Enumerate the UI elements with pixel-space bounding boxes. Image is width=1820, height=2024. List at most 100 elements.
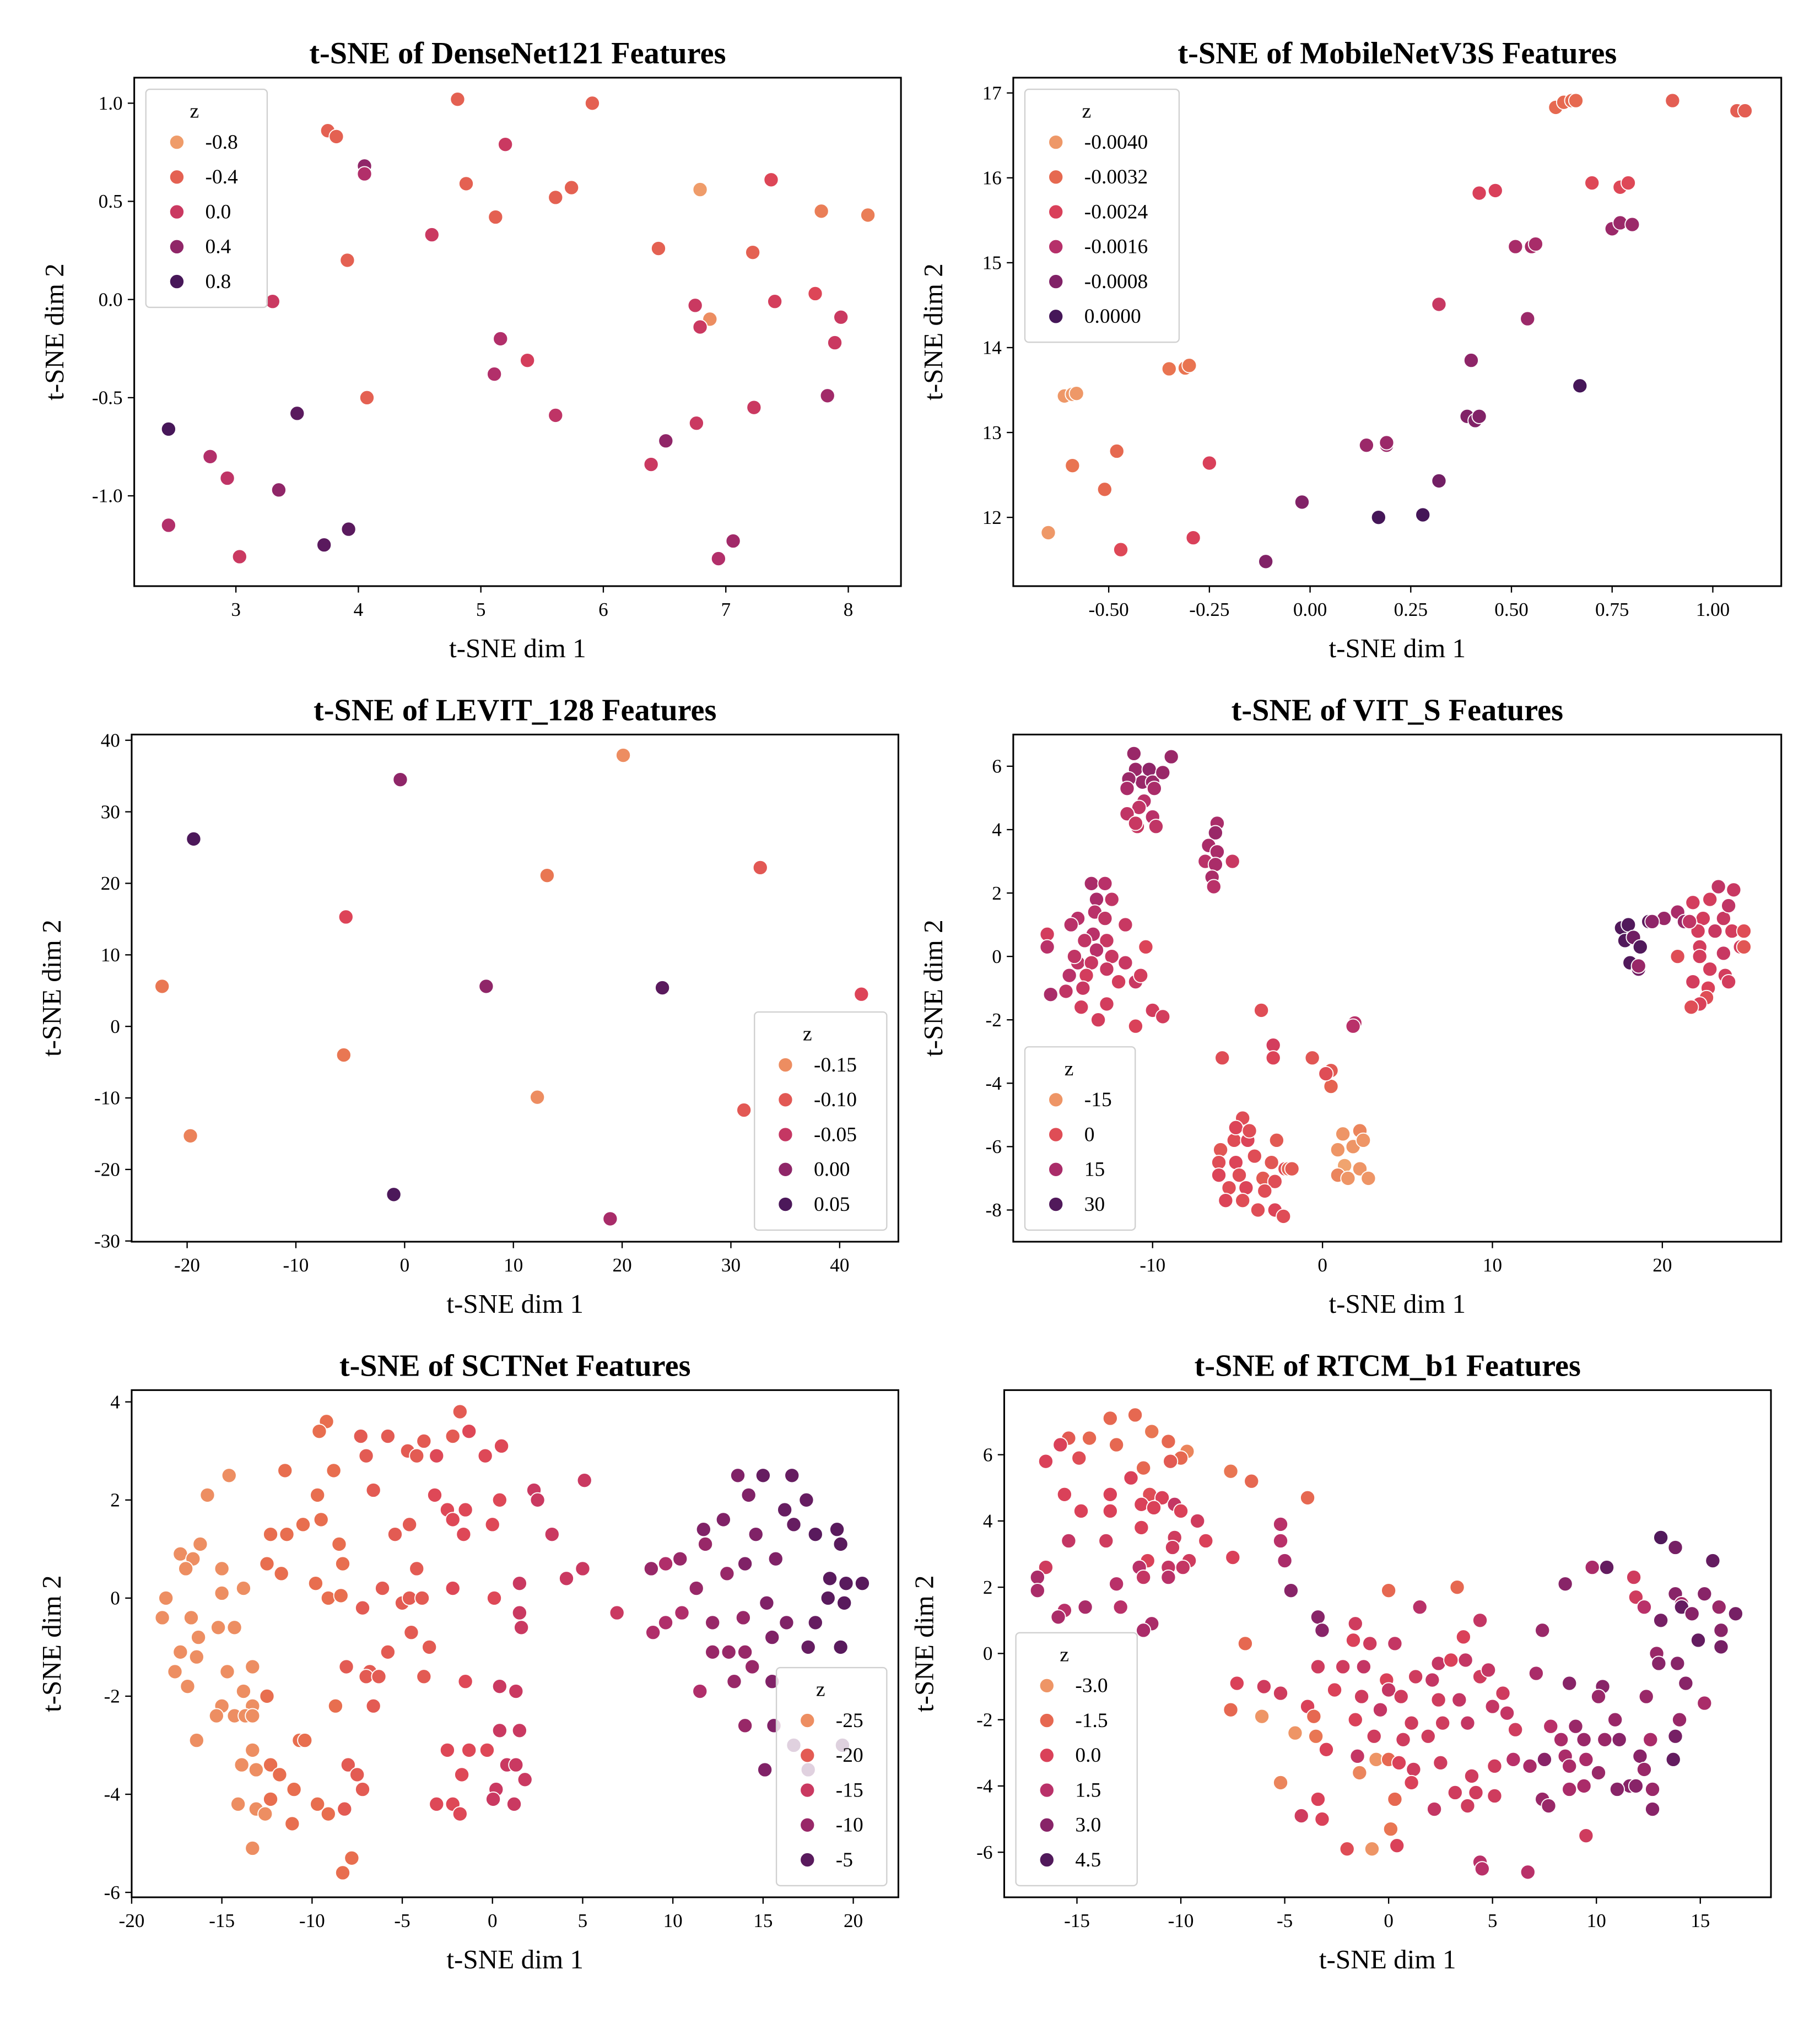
data-point bbox=[485, 1791, 501, 1807]
data-point bbox=[245, 1659, 261, 1675]
data-point bbox=[822, 1571, 838, 1587]
data-point bbox=[1131, 799, 1147, 815]
x-tick-label: 10 bbox=[504, 1254, 523, 1276]
scatter-points bbox=[154, 747, 870, 1227]
data-point bbox=[650, 240, 667, 257]
data-point bbox=[338, 909, 354, 925]
x-tick-label: 15 bbox=[1691, 1910, 1710, 1931]
legend: z -25 -20 -15 -10 -5 bbox=[775, 1666, 888, 1887]
scatter-points bbox=[1039, 745, 1752, 1224]
y-tick-label: -0.5 bbox=[92, 387, 123, 409]
legend-marker bbox=[800, 1747, 816, 1763]
data-point bbox=[1590, 1765, 1607, 1781]
data-point bbox=[1077, 1599, 1093, 1615]
scatter-points bbox=[160, 91, 876, 567]
data-point bbox=[445, 1428, 461, 1444]
x-tick-label: 3 bbox=[231, 599, 241, 620]
data-point bbox=[180, 1679, 196, 1695]
data-point bbox=[655, 979, 671, 996]
data-point bbox=[374, 1581, 391, 1597]
scatter-points bbox=[1040, 93, 1753, 570]
x-tick-label: -5 bbox=[1277, 1910, 1293, 1931]
data-point bbox=[333, 1588, 349, 1604]
data-point bbox=[735, 1610, 751, 1626]
data-point bbox=[349, 1767, 365, 1783]
x-tick-label: -15 bbox=[1064, 1910, 1090, 1931]
legend-marker bbox=[169, 134, 185, 150]
y-tick-label: 4 bbox=[110, 1391, 120, 1413]
data-point bbox=[1136, 1460, 1152, 1476]
data-point bbox=[798, 1492, 814, 1508]
data-point bbox=[1611, 1731, 1627, 1747]
data-point bbox=[1237, 1636, 1253, 1652]
data-point bbox=[1226, 1132, 1242, 1148]
x-axis-label: t-SNE dim 1 bbox=[449, 633, 586, 663]
data-point bbox=[1258, 554, 1274, 570]
data-point bbox=[416, 1433, 432, 1449]
data-point bbox=[1536, 1751, 1553, 1767]
data-point bbox=[359, 389, 375, 405]
data-point bbox=[1075, 980, 1091, 996]
legend-label: 0.4 bbox=[205, 236, 231, 258]
legend-title: z bbox=[190, 100, 199, 123]
x-tick-label: 0.50 bbox=[1494, 599, 1528, 620]
data-point bbox=[1083, 875, 1099, 891]
data-point bbox=[1463, 1768, 1480, 1784]
data-point bbox=[484, 1517, 500, 1533]
data-point bbox=[1254, 1708, 1270, 1724]
data-point bbox=[1727, 1606, 1743, 1622]
data-point bbox=[1372, 1702, 1389, 1718]
data-point bbox=[692, 1683, 708, 1700]
legend-marker bbox=[1048, 204, 1064, 220]
data-point bbox=[1370, 510, 1386, 526]
data-point bbox=[506, 1796, 522, 1812]
legend-marker bbox=[1039, 1747, 1055, 1763]
data-point bbox=[1314, 1811, 1330, 1827]
data-point bbox=[371, 1669, 387, 1685]
data-point bbox=[1038, 1453, 1054, 1469]
x-tick-label: -5 bbox=[394, 1910, 410, 1931]
data-point bbox=[202, 448, 218, 464]
x-tick-label: 15 bbox=[753, 1910, 773, 1931]
data-point bbox=[1487, 182, 1503, 198]
data-point bbox=[820, 1590, 836, 1606]
data-point bbox=[1431, 473, 1447, 489]
data-point bbox=[1126, 745, 1142, 761]
data-point bbox=[1499, 1705, 1515, 1721]
data-point bbox=[1056, 1486, 1072, 1502]
data-point bbox=[692, 319, 708, 335]
legend-label: 0.0 bbox=[1075, 1744, 1101, 1767]
data-point bbox=[358, 1448, 374, 1464]
data-point bbox=[1624, 217, 1640, 232]
data-point bbox=[1643, 1731, 1659, 1747]
y-tick-label: 6 bbox=[992, 756, 1002, 777]
data-point bbox=[450, 91, 466, 107]
legend-marker bbox=[1048, 274, 1064, 290]
plot-title: t-SNE of VIT_S Features bbox=[1232, 694, 1563, 728]
data-point bbox=[1314, 1622, 1330, 1638]
y-tick-label: 0 bbox=[110, 1588, 120, 1609]
data-point bbox=[461, 1742, 477, 1758]
data-point bbox=[1562, 1758, 1578, 1774]
data-point bbox=[558, 1571, 575, 1587]
data-point bbox=[340, 1757, 356, 1773]
data-point bbox=[353, 1428, 369, 1444]
legend-label: -0.10 bbox=[814, 1089, 857, 1111]
x-tick-label: -0.25 bbox=[1189, 599, 1229, 620]
data-point bbox=[1665, 1751, 1681, 1767]
data-point bbox=[1636, 1599, 1652, 1615]
x-tick-label: 1.00 bbox=[1696, 599, 1730, 620]
data-point bbox=[1218, 1193, 1234, 1209]
legend-title: z bbox=[1065, 1058, 1074, 1080]
data-point bbox=[1244, 1473, 1260, 1489]
data-point bbox=[1653, 1612, 1669, 1628]
data-point bbox=[1078, 967, 1094, 983]
data-point bbox=[487, 366, 503, 382]
data-point bbox=[1117, 955, 1133, 971]
data-point bbox=[1395, 1731, 1411, 1747]
data-point bbox=[695, 1522, 711, 1538]
data-point bbox=[1685, 895, 1701, 911]
data-point bbox=[158, 1590, 174, 1606]
data-point bbox=[1528, 1665, 1544, 1681]
data-point bbox=[777, 1502, 793, 1518]
